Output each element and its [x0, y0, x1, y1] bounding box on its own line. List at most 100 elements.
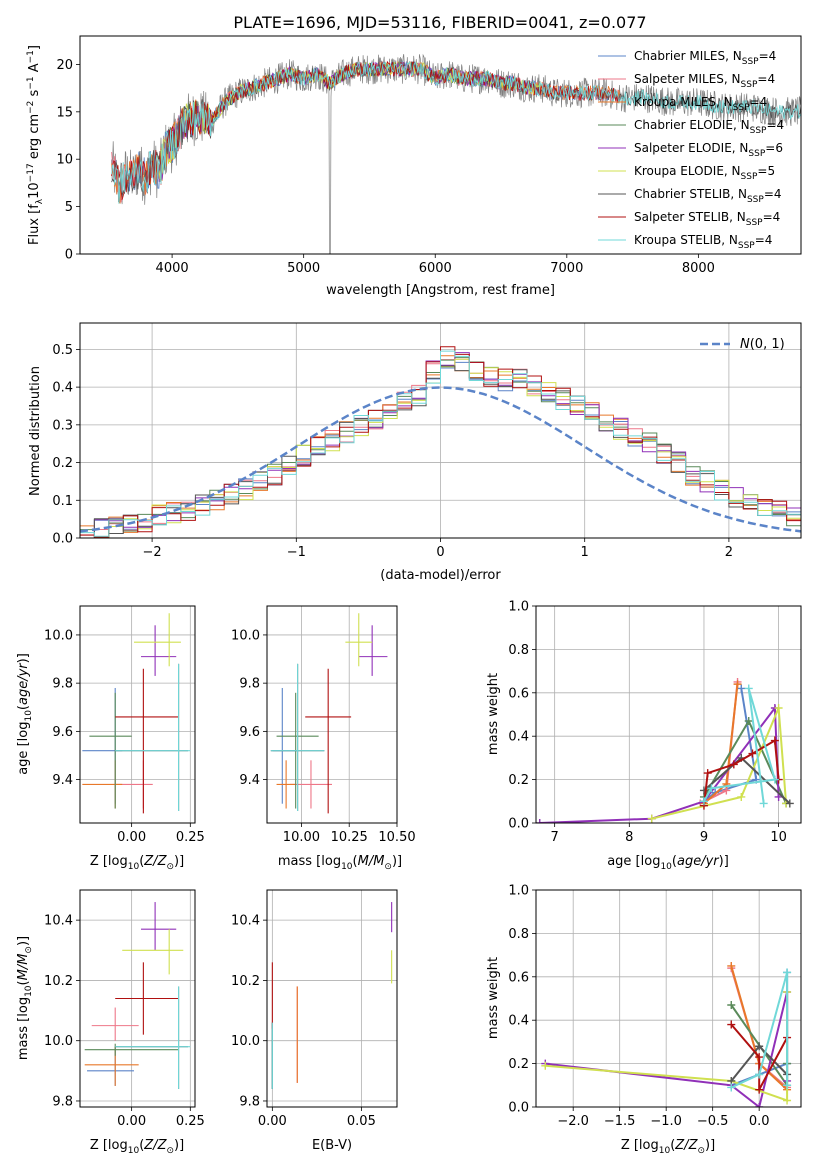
residuals-y-label: Normed distribution [28, 366, 43, 496]
y-tick-label: 10.4 [44, 914, 73, 929]
x-tick-label: −0.5 [697, 1114, 729, 1129]
errorbar-point [345, 613, 373, 667]
weight-series-line [703, 738, 780, 806]
x-tick-label: 7 [551, 830, 559, 845]
weight-point-marker [733, 680, 742, 689]
x-tick-label: 5000 [287, 261, 320, 276]
weight-point-marker [737, 792, 746, 801]
y-tick-label: 0.8 [508, 927, 529, 942]
y-tick-label: 10 [56, 153, 73, 168]
weight-series-line [730, 972, 789, 1089]
x-tick-label: 4000 [156, 261, 189, 276]
weight-point-marker [744, 684, 753, 693]
y-tick-label: 0.2 [508, 773, 529, 788]
y-tick-label: 0.1 [52, 494, 73, 509]
x-tick-label: 10 [770, 830, 787, 845]
age-vs-mass-frame [266, 605, 398, 824]
errorbar-point [141, 625, 177, 676]
weight-point-marker [755, 1053, 764, 1062]
residual-histogram-step [80, 350, 801, 537]
y-tick-label: 10.4 [231, 914, 260, 929]
legend-label: Kroupa ELODIE, NSSP=5 [634, 164, 775, 182]
errorbar-point [91, 1007, 139, 1041]
weight-vs-Z-x-label: Z [log10(Z/Z⊙)] [621, 1138, 715, 1156]
y-tick-label: 9.8 [239, 677, 260, 692]
weight-point-marker [727, 1020, 736, 1029]
x-tick-label: −1.5 [604, 1114, 636, 1129]
legend-label: Salpeter STELIB, NSSP=4 [634, 210, 780, 228]
y-tick-label: 0.2 [52, 456, 73, 471]
errorbar-point [115, 668, 179, 814]
x-tick-label: 0 [436, 545, 444, 560]
x-tick-label: 0.25 [176, 1114, 205, 1129]
errorbar-point [289, 760, 332, 809]
model-spectrum-line [111, 60, 801, 197]
y-tick-label: 9.4 [239, 773, 260, 788]
y-tick-label: 0.2 [508, 1057, 529, 1072]
weight-point-marker [770, 775, 779, 784]
figure-title: PLATE=1696, MJD=53116, FIBERID=0041, z=0… [233, 13, 646, 32]
weight-point-marker [536, 819, 544, 823]
y-tick-label: 10.0 [231, 1034, 260, 1049]
weight-point-marker [774, 703, 783, 712]
errorbar-point [122, 929, 184, 975]
y-tick-label: 0.5 [52, 343, 73, 358]
weight-vs-Z-y-label: mass weight [486, 957, 501, 1039]
errorbar-point [305, 668, 352, 814]
y-tick-label: 15 [56, 105, 73, 120]
errorbar-point [84, 1043, 179, 1056]
y-tick-label: 0 [65, 248, 73, 263]
y-tick-label: 9.8 [239, 1094, 260, 1109]
y-tick-label: 0.0 [52, 532, 73, 547]
weight-point-marker [770, 736, 779, 745]
weight-vs-age-frame [535, 605, 802, 824]
weight-point-marker [737, 684, 746, 693]
y-tick-label: 0.4 [508, 1014, 529, 1029]
y-tick-label: 10.2 [44, 974, 73, 989]
weight-vs-age-x-label: age [log10(age/yr)] [607, 854, 729, 872]
y-tick-label: 0.8 [508, 643, 529, 658]
weight-point-marker [699, 797, 708, 806]
y-tick-label: 0.6 [508, 686, 529, 701]
weight-vs-Z-frame [535, 889, 802, 1108]
x-tick-label: −2.0 [557, 1114, 589, 1129]
x-tick-label: 0.25 [176, 830, 205, 845]
x-tick-label: 0.05 [347, 1114, 376, 1129]
errorbar-point [358, 625, 388, 676]
weight-point-marker [707, 784, 716, 793]
x-tick-label: 1 [581, 545, 589, 560]
weight-point-marker [748, 749, 757, 758]
weight-series-line [651, 707, 788, 820]
spectrum-legend: Chabrier MILES, NSSP=4 Salpeter MILES, NS… [598, 49, 784, 251]
errorbar-point [115, 962, 179, 1035]
mass-vs-Z-x-label: Z [log10(Z/Z⊙)] [90, 1138, 184, 1156]
age-vs-mass-axes: 10.00 10.25 10.50 9.4 9.6 9.8 10.0 [231, 606, 416, 845]
x-tick-label: 8000 [682, 261, 715, 276]
errorbar-point [276, 760, 296, 809]
weight-point-marker [755, 1085, 764, 1094]
y-tick-label: 1.0 [508, 600, 529, 615]
x-tick-label: 6000 [419, 261, 452, 276]
errorbar-point [115, 663, 191, 811]
weight-point-marker [783, 1081, 792, 1090]
y-tick-label: 9.8 [52, 1094, 73, 1109]
y-tick-label: 10.0 [231, 628, 260, 643]
legend-label: Salpeter ELODIE, NSSP=6 [634, 141, 783, 159]
weight-point-marker [755, 1070, 764, 1079]
legend-label: Salpeter MILES, NSSP=4 [634, 72, 775, 90]
y-tick-label: 9.6 [52, 725, 73, 740]
x-tick-label: 8 [625, 830, 633, 845]
x-tick-label: −1.0 [650, 1114, 682, 1129]
weight-point-marker [727, 1001, 736, 1010]
x-tick-label: 0.00 [117, 1114, 146, 1129]
y-tick-label: 9.4 [52, 773, 73, 788]
model-spectrum-line [111, 60, 801, 204]
y-tick-label: 0.0 [508, 817, 529, 832]
x-tick-label: 2 [725, 545, 733, 560]
y-tick-label: 10.2 [231, 974, 260, 989]
x-tick-label: 7000 [550, 261, 583, 276]
legend-label: Chabrier ELODIE, NSSP=4 [634, 118, 784, 136]
mass-vs-Z-y-label: mass [log10(M/M⊙)] [16, 936, 34, 1060]
weight-point-marker [755, 1103, 764, 1107]
